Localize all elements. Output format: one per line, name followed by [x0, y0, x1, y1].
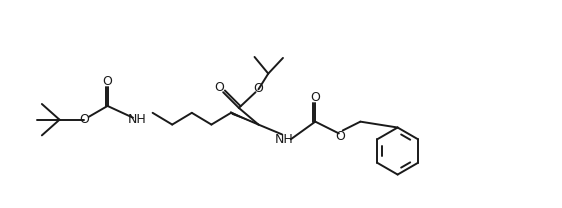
Text: O: O: [310, 91, 320, 104]
Text: O: O: [103, 75, 112, 88]
Polygon shape: [230, 111, 259, 125]
Text: O: O: [79, 113, 89, 126]
Text: O: O: [214, 81, 224, 94]
Text: O: O: [335, 130, 345, 143]
Text: NH: NH: [275, 133, 293, 146]
Text: NH: NH: [128, 113, 146, 126]
Text: O: O: [253, 82, 264, 95]
